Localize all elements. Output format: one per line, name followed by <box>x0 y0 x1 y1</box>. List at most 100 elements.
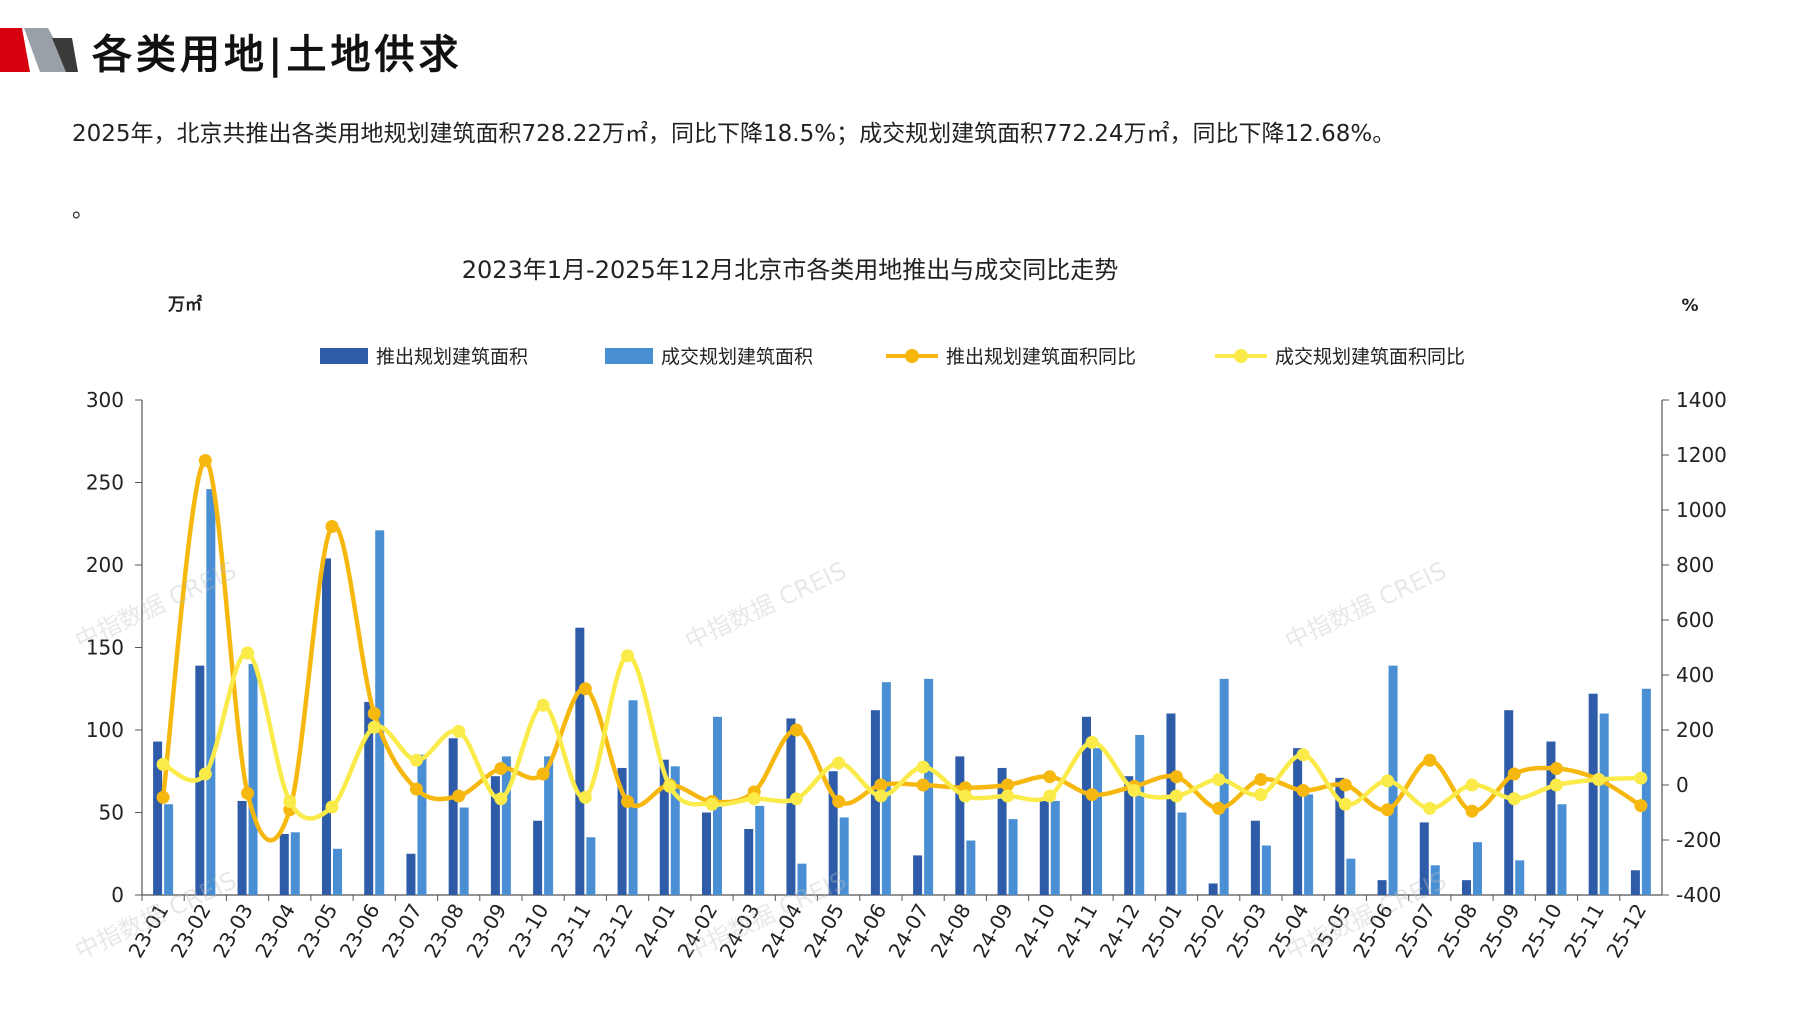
summary-text-continued: 。 <box>72 198 95 223</box>
right-tick-label: -400 <box>1676 883 1721 907</box>
point-supply-yoy <box>832 795 846 808</box>
left-tick-label: 50 <box>99 801 124 825</box>
bar-supply <box>1039 800 1049 895</box>
point-deal-yoy <box>789 792 803 806</box>
bar-deal <box>1557 804 1567 895</box>
left-tick-label: 300 <box>86 388 124 412</box>
point-supply-yoy <box>621 795 635 808</box>
bar-deal <box>797 863 807 895</box>
bar-supply <box>1588 693 1598 895</box>
point-deal-yoy <box>367 720 381 734</box>
watermark-text: 中指数据 CREIS <box>681 240 851 245</box>
bar-deal <box>206 489 216 895</box>
x-tick-label: 25-02 <box>1179 900 1229 962</box>
legend-label-3: 成交规划建筑面积同比 <box>1275 346 1465 368</box>
bar-supply <box>1208 883 1218 895</box>
point-supply-yoy <box>1169 770 1183 784</box>
bar-deal <box>670 766 680 895</box>
chart-title: 2023年1月-2025年12月北京市各类用地推出与成交同比走势 <box>462 256 1119 284</box>
bar-supply <box>533 820 543 895</box>
point-supply-yoy <box>1085 788 1099 802</box>
x-tick-label: 25-10 <box>1517 900 1567 962</box>
x-tick-label: 24-07 <box>884 900 934 962</box>
legend-marker-2 <box>905 349 919 363</box>
right-tick-label: 600 <box>1676 608 1714 632</box>
bar-deal <box>628 700 638 895</box>
left-tick-label: 100 <box>86 718 124 742</box>
point-supply-yoy <box>241 786 255 800</box>
point-deal-yoy <box>409 753 423 767</box>
x-tick-label: 23-06 <box>335 900 385 962</box>
bar-deal <box>881 682 891 895</box>
right-axis-unit: % <box>1681 296 1698 316</box>
bar-supply <box>1082 716 1091 895</box>
bar-deal <box>839 817 849 895</box>
bar-supply <box>1546 741 1556 895</box>
x-tick-label: 23-11 <box>546 900 596 962</box>
point-deal-yoy <box>1338 797 1352 811</box>
bar-deal <box>1473 842 1482 895</box>
point-deal-yoy <box>958 789 972 803</box>
bar-deal <box>544 756 554 895</box>
bar-deal <box>966 840 976 895</box>
x-tick-label: 23-09 <box>461 900 511 962</box>
point-deal-yoy <box>1592 773 1606 786</box>
point-supply-yoy <box>1423 753 1437 767</box>
bar-supply <box>575 627 585 895</box>
bar-supply <box>448 738 458 895</box>
point-supply-yoy <box>1634 799 1648 813</box>
point-supply-yoy <box>325 520 339 533</box>
watermark-text: 中指数据 CREIS <box>681 556 851 655</box>
right-tick-label: 1400 <box>1676 388 1727 412</box>
point-supply-yoy <box>1381 803 1395 817</box>
bar-supply <box>1335 777 1345 895</box>
x-tick-label: 24-06 <box>841 900 891 962</box>
x-tick-label: 24-08 <box>926 899 976 961</box>
point-deal-yoy <box>874 789 888 803</box>
x-tick-label: 23-03 <box>208 900 258 962</box>
bar-supply <box>1293 748 1303 895</box>
bar-supply <box>617 767 627 895</box>
left-tick-label: 150 <box>86 636 124 660</box>
watermark-text: 中指数据 CREIS <box>1281 556 1451 655</box>
bar-supply <box>279 833 289 895</box>
line-deal-yoy <box>162 650 1641 821</box>
summary-text: 2025年，北京共推出各类用地规划建筑面积728.22万㎡，同比下降18.5%；… <box>72 121 1396 147</box>
point-supply-yoy <box>409 782 423 796</box>
bar-deal <box>290 832 300 895</box>
point-deal-yoy <box>325 800 339 814</box>
bar-deal <box>1135 734 1145 895</box>
bar-deal <box>586 837 596 895</box>
x-tick-label: 23-05 <box>292 900 342 962</box>
bar-supply <box>955 756 965 895</box>
x-tick-label: 24-10 <box>1010 900 1060 962</box>
point-deal-yoy <box>494 792 508 806</box>
bar-deal <box>1304 794 1314 895</box>
watermark-text: 中指数据 CREIS <box>1281 240 1451 245</box>
left-tick-label: 250 <box>86 471 124 495</box>
right-tick-label: 400 <box>1676 663 1714 687</box>
bar-supply <box>322 558 331 895</box>
point-deal-yoy <box>1169 789 1183 803</box>
point-deal-yoy <box>1043 789 1057 803</box>
x-tick-label: 23-08 <box>419 900 469 962</box>
right-tick-label: 1200 <box>1676 443 1727 467</box>
watermark-text: 中指数据 CREIS <box>71 240 241 245</box>
bar-supply <box>237 800 247 895</box>
legend-label-2: 推出规划建筑面积同比 <box>946 346 1136 368</box>
bar-deal <box>1599 713 1609 895</box>
point-deal-yoy <box>1465 778 1479 792</box>
point-deal-yoy <box>832 756 846 770</box>
point-supply-yoy <box>1043 770 1057 784</box>
bar-deal <box>164 804 174 895</box>
legend-label-1: 成交规划建筑面积 <box>661 346 813 368</box>
point-supply-yoy <box>916 778 930 792</box>
bar-deal <box>1177 812 1187 895</box>
point-supply-yoy <box>1254 773 1268 786</box>
x-tick-label: 25-11 <box>1559 900 1609 962</box>
right-tick-label: -200 <box>1676 828 1721 852</box>
bar-deal <box>459 807 469 895</box>
legend-label-0: 推出规划建筑面积 <box>376 346 528 368</box>
bar-supply <box>1630 870 1640 895</box>
bar-deal <box>333 848 342 895</box>
